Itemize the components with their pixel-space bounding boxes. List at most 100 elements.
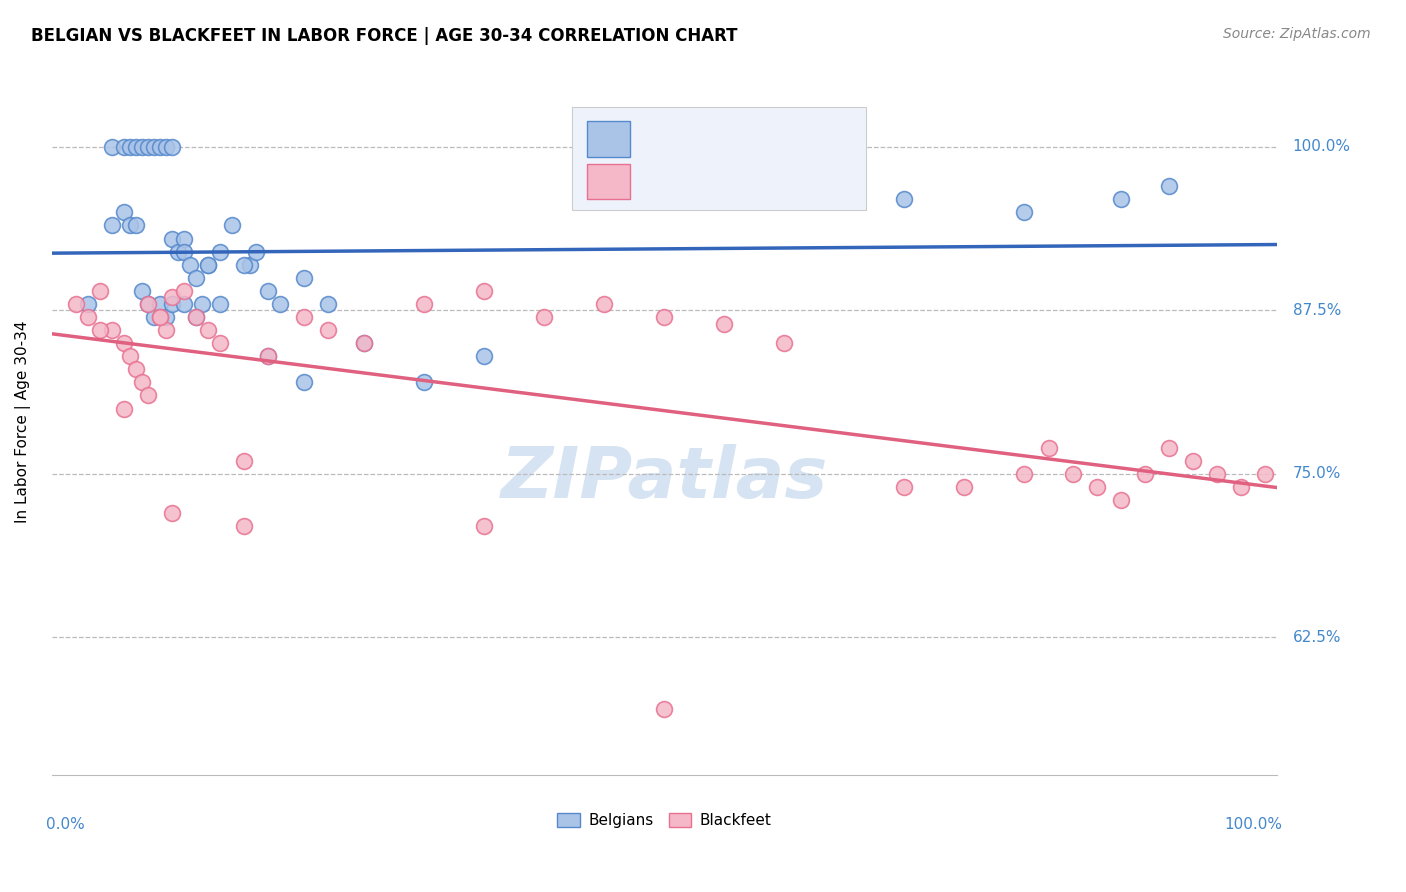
Point (167, 244, 190, 259)
Point (136, 140, 159, 154)
Point (197, 258, 219, 272)
Point (1157, 179, 1180, 194)
Point (136, 297, 159, 311)
Text: BELGIAN VS BLACKFEET IN LABOR FORCE | AGE 30-34 CORRELATION CHART: BELGIAN VS BLACKFEET IN LABOR FORCE | AG… (31, 27, 737, 45)
Point (112, 336, 135, 351)
Point (125, 219, 148, 233)
Point (713, 317, 735, 331)
Point (173, 297, 195, 311)
Point (292, 376, 315, 390)
Y-axis label: In Labor Force | Age 30-34: In Labor Force | Age 30-34 (15, 320, 31, 523)
Point (89, 284, 111, 298)
Point (1109, 192, 1132, 206)
FancyBboxPatch shape (572, 107, 866, 210)
Point (191, 297, 214, 311)
Point (89, 323, 111, 337)
Point (652, 702, 675, 716)
Point (353, 336, 375, 351)
Point (1205, 467, 1227, 481)
Point (131, 284, 153, 298)
Point (233, 454, 256, 468)
Point (184, 310, 207, 324)
Point (893, 192, 915, 206)
Point (125, 362, 148, 376)
Point (316, 323, 339, 337)
Point (233, 258, 256, 272)
Point (1229, 480, 1251, 494)
Point (245, 244, 267, 259)
Point (149, 140, 172, 154)
Text: Source: ZipAtlas.com: Source: ZipAtlas.com (1223, 27, 1371, 41)
Point (155, 140, 177, 154)
Point (1014, 205, 1036, 219)
Point (292, 270, 315, 285)
Point (353, 336, 375, 351)
Point (160, 290, 183, 304)
Text: 87.5%: 87.5% (1292, 303, 1341, 318)
Point (593, 297, 616, 311)
Point (160, 231, 183, 245)
Point (101, 323, 124, 337)
Point (257, 349, 280, 363)
Point (112, 205, 135, 219)
Point (533, 310, 555, 324)
Point (893, 480, 915, 494)
Point (125, 140, 148, 154)
Point (76, 310, 98, 324)
Text: 0.0%: 0.0% (46, 817, 84, 832)
Point (149, 310, 172, 324)
Point (160, 140, 183, 154)
Point (1181, 454, 1204, 468)
Point (413, 376, 436, 390)
Point (208, 244, 231, 259)
Point (173, 244, 195, 259)
Legend: Belgians, Blackfeet: Belgians, Blackfeet (551, 807, 778, 834)
Point (142, 310, 165, 324)
Point (953, 480, 976, 494)
Point (179, 258, 201, 272)
Point (118, 219, 141, 233)
Point (197, 258, 219, 272)
FancyBboxPatch shape (588, 121, 630, 157)
Point (118, 349, 141, 363)
Text: 62.5%: 62.5% (1292, 630, 1341, 645)
Point (472, 349, 495, 363)
Point (221, 219, 243, 233)
Point (101, 140, 124, 154)
Point (160, 297, 183, 311)
Text: ZIPatlas: ZIPatlas (501, 443, 828, 513)
Point (184, 310, 207, 324)
Point (149, 297, 172, 311)
Point (472, 284, 495, 298)
Point (112, 401, 135, 416)
Point (118, 140, 141, 154)
Point (1062, 467, 1084, 481)
Point (773, 336, 796, 351)
Point (142, 140, 165, 154)
Point (1014, 467, 1036, 481)
Point (173, 284, 195, 298)
Point (208, 297, 231, 311)
Point (184, 270, 207, 285)
Point (239, 258, 262, 272)
Point (208, 336, 231, 351)
Point (149, 310, 172, 324)
Text: 100.0%: 100.0% (1225, 817, 1282, 832)
Point (292, 310, 315, 324)
Point (101, 219, 124, 233)
Point (257, 349, 280, 363)
Text: 75.0%: 75.0% (1292, 467, 1341, 482)
FancyBboxPatch shape (588, 164, 630, 199)
Text: R = -0.098   N = 49: R = -0.098 N = 49 (644, 172, 821, 191)
Point (136, 297, 159, 311)
Point (1109, 493, 1132, 508)
Point (1038, 441, 1060, 455)
Point (413, 297, 436, 311)
Point (316, 297, 339, 311)
Point (197, 323, 219, 337)
Point (233, 519, 256, 533)
Point (1085, 480, 1108, 494)
Point (112, 140, 135, 154)
Point (155, 310, 177, 324)
Point (136, 388, 159, 402)
